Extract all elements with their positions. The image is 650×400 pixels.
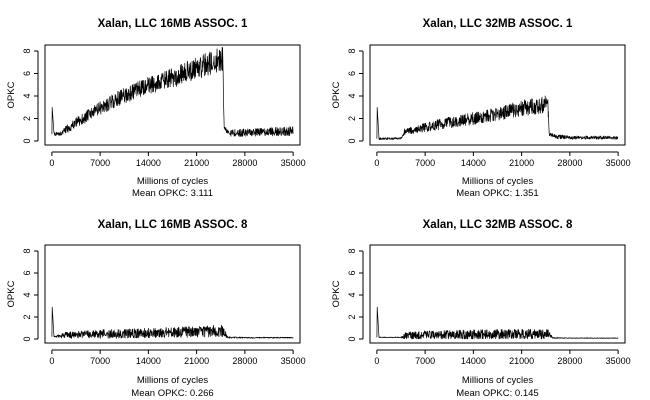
chart-title: Xalan, LLC 16MB ASSOC. 8 [98,219,248,231]
chart-panel-3: Xalan, LLC 16MB ASSOC. 8 0 7000 14000 21000 2… [6,219,306,399]
y-tick-label: 6 [22,270,32,275]
x-axis-label: Millions of cycles [137,176,209,187]
chart-panel-1: Xalan, LLC 16MB ASSOC. 1 0 7000 14000 21000 2… [6,18,306,199]
x-tick-label: 21000 [184,158,209,168]
x-axis-label: Millions of cycles [137,375,209,386]
x-tick-label: 35000 [281,356,306,366]
x-axis-label: Millions of cycles [462,176,534,187]
x-tick-label: 21000 [509,158,534,168]
y-tick-label: 4 [347,93,357,98]
y-tick-label: 4 [347,292,357,297]
chart-title: Xalan, LLC 32MB ASSOC. 8 [423,219,573,231]
x-tick-label: 14000 [136,356,161,366]
mean-caption: Mean OPKC: 3.111 [132,188,213,199]
y-tick-label: 8 [22,248,32,253]
y-axis-label: OPKC [6,280,17,307]
y-tick-label: 6 [22,71,32,76]
y-tick-label: 6 [347,71,357,76]
x-tick-label: 28000 [557,356,582,366]
y-tick-label: 0 [347,138,357,143]
x-tick-label: 14000 [136,158,161,168]
x-tick-label: 14000 [461,356,486,366]
x-tick-label: 35000 [281,158,306,168]
y-tick-label: 2 [22,314,32,319]
y-axis-label: OPKC [331,81,342,108]
series-line [51,46,294,137]
x-tick-label: 28000 [232,158,257,168]
chart-panel-2: Xalan, LLC 32MB ASSOC. 1 0 7000 14000 21000 2… [331,18,631,199]
x-tick-label: 28000 [232,356,257,366]
y-tick-label: 4 [22,93,32,98]
y-tick-label: 2 [22,116,32,121]
plot-frame [369,244,626,344]
series-line [376,95,619,141]
x-tick-label: 7000 [90,158,110,168]
plot-frame [369,44,626,146]
x-tick-label: 7000 [415,158,435,168]
plot-frame [44,244,301,344]
x-tick-label: 35000 [606,158,631,168]
y-tick-label: 0 [22,138,32,143]
series-line [376,306,619,340]
y-tick-label: 8 [347,48,357,53]
y-axis-label: OPKC [6,81,17,108]
x-tick-label: 0 [374,356,379,366]
y-tick-label: 2 [347,116,357,121]
x-tick-label: 7000 [90,356,110,366]
x-axis-label: Millions of cycles [462,375,534,386]
y-tick-label: 0 [22,336,32,341]
y-tick-label: 8 [22,48,32,53]
series-line [51,306,294,339]
mean-caption: Mean OPKC: 0.145 [456,388,538,399]
plot-frame [44,44,301,146]
y-axis-label: OPKC [331,280,342,307]
y-tick-label: 6 [347,270,357,275]
x-tick-label: 21000 [509,356,534,366]
chart-title: Xalan, LLC 16MB ASSOC. 1 [98,18,248,30]
x-tick-label: 35000 [606,356,631,366]
chart-panel-4: Xalan, LLC 32MB ASSOC. 8 0 7000 14000 21000 2… [331,219,631,399]
x-tick-label: 0 [49,356,54,366]
x-tick-label: 28000 [557,158,582,168]
y-tick-label: 8 [347,248,357,253]
x-tick-label: 0 [374,158,379,168]
x-tick-label: 14000 [461,158,486,168]
mean-caption: Mean OPKC: 0.266 [131,388,213,399]
y-tick-label: 0 [347,336,357,341]
mean-caption: Mean OPKC: 1.351 [456,188,538,199]
y-tick-label: 2 [347,314,357,319]
x-tick-label: 0 [49,158,54,168]
chart-title: Xalan, LLC 32MB ASSOC. 1 [423,18,573,30]
x-tick-label: 7000 [415,356,435,366]
x-tick-label: 21000 [184,356,209,366]
y-tick-label: 4 [22,292,32,297]
